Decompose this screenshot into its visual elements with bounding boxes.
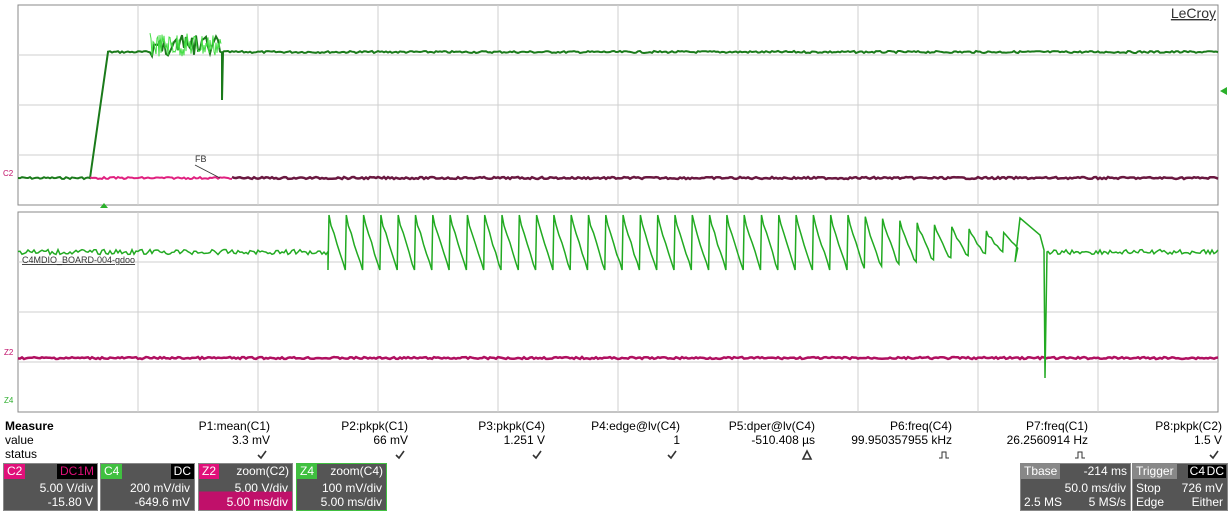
channel-mode: DC	[170, 464, 194, 479]
param-value: 26.2560914 Hz	[1006, 433, 1088, 447]
trace-label: C2	[3, 169, 14, 178]
status-icon	[801, 449, 813, 460]
trigger-coupling: DC	[1204, 464, 1226, 478]
trigger-marker	[100, 203, 108, 208]
measure-title: Measure	[5, 419, 54, 433]
param-name: P8:pkpk(C2)	[1155, 419, 1222, 433]
status-icon	[1075, 451, 1085, 459]
trace-c1	[17, 34, 1219, 181]
channel-offset: 5.00 ms/div	[320, 495, 382, 509]
channel-box[interactable]: C2 DC1M 5.00 V/div -15.80 V	[3, 463, 98, 511]
channel-id: C2	[4, 464, 26, 479]
timebase-delay: -214 ms	[1080, 464, 1130, 479]
param-name: P6:freq(C4)	[889, 419, 952, 433]
param-name: P5:dper@lv(C4)	[728, 419, 815, 433]
timebase-label: Tbase	[1021, 464, 1061, 479]
channel-id: C4	[101, 464, 123, 479]
status-icon	[939, 451, 949, 459]
trace-c4	[17, 214, 1219, 379]
trigger-type: Edge	[1136, 495, 1165, 509]
channel-box[interactable]: C4 DC 200 mV/div -649.6 mV	[100, 463, 195, 511]
param-value: -510.408 µs	[751, 433, 815, 447]
channel-scale: 100 mV/div	[321, 481, 382, 495]
param-name: P7:freq(C1)	[1025, 419, 1088, 433]
param-value: 1.5 V	[1193, 433, 1222, 447]
status-icon	[1209, 450, 1219, 460]
trace-label: Z2	[4, 348, 14, 357]
timebase-box[interactable]: Tbase -214 ms 50.0 ms/div 2.5 MS 5 MS/s	[1020, 463, 1131, 511]
trace-label: FB	[195, 154, 207, 164]
label-leader	[194, 164, 221, 179]
status-icon	[532, 450, 542, 460]
graticule	[18, 5, 1218, 412]
channel-id: Z2	[199, 464, 220, 479]
row-label: value	[5, 433, 34, 447]
trigger-level: 726 mV	[1181, 481, 1223, 495]
trace-label: C4MDIO_BOARD-004-gdoo	[22, 255, 135, 265]
channel-id: Z4	[297, 464, 318, 479]
channel-scale: 200 mV/div	[129, 481, 190, 495]
channel-offset: 5.00 ms/div	[226, 495, 288, 509]
channel-mode: zoom(C2)	[236, 464, 289, 478]
channel-scale: 5.00 V/div	[39, 481, 93, 495]
trace-label: Z4	[4, 396, 14, 405]
param-name: P1:mean(C1)	[198, 419, 270, 433]
status-icon	[257, 450, 267, 460]
status-icon	[395, 450, 405, 460]
timebase-samples: 2.5 MS	[1024, 495, 1063, 509]
trace-burst	[149, 33, 222, 57]
trigger-mode: Stop	[1136, 481, 1161, 495]
channel-offset: -15.80 V	[47, 495, 93, 509]
trace-c2	[89, 175, 233, 181]
param-name: P3:pkpk(C4)	[478, 419, 545, 433]
trigger-box[interactable]: Trigger C4 DC Stop 726 mV Edge Either	[1132, 463, 1228, 511]
trace-c2-dark	[231, 175, 1219, 181]
param-name: P2:pkpk(C1)	[341, 419, 408, 433]
param-value: 3.3 mV	[231, 433, 270, 447]
timebase-rate: 5 MS/s	[1088, 495, 1126, 509]
status-icon	[667, 450, 677, 460]
channel-offset: -649.6 mV	[134, 495, 190, 509]
level-marker	[1220, 87, 1227, 95]
channel-mode: zoom(C4)	[330, 464, 383, 478]
status-icons	[257, 449, 1219, 460]
param-value: 99.950357955 kHz	[851, 433, 952, 447]
channel-scale: 5.00 V/div	[234, 481, 288, 495]
trigger-label: Trigger	[1133, 464, 1177, 479]
param-value: 1	[673, 433, 680, 447]
trace-z2	[17, 355, 1219, 361]
channel-box[interactable]: Z4 zoom(C4) 100 mV/div 5.00 ms/div	[296, 463, 387, 511]
param-value: 66 mV	[373, 433, 408, 447]
channel-mode: DC1M	[56, 464, 97, 479]
traces	[17, 33, 1219, 379]
param-value: 1.251 V	[503, 433, 545, 447]
trigger-source: C4	[1187, 464, 1207, 478]
row-label: status	[5, 447, 38, 461]
trigger-slope: Either	[1191, 495, 1223, 509]
timebase-scale: 50.0 ms/div	[1064, 481, 1126, 495]
brand: LeCroy	[1171, 5, 1216, 21]
param-name: P4:edge@lv(C4)	[591, 419, 680, 433]
channel-box[interactable]: Z2 zoom(C2) 5.00 V/div 5.00 ms/div	[198, 463, 293, 511]
